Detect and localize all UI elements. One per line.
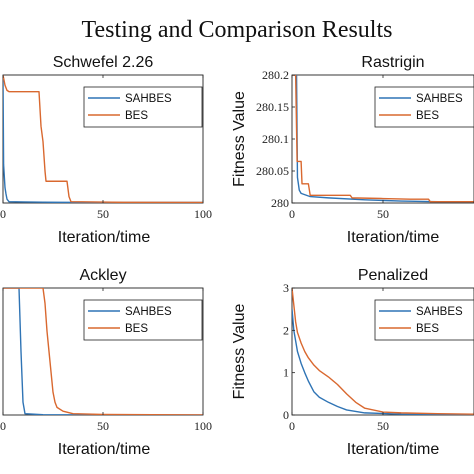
chart-panel-1: 0 50 100 Schwefel 2.26 Iteration/time SAHBES B… [0, 54, 212, 246]
legend-label-sahbes: SAHBES [125, 306, 172, 318]
chart-panel-2: 0 50 280 280.05 280.1 280.15 280.2 Rastrigin Ite… [231, 54, 474, 246]
x-axis-label: Iteration/time [58, 229, 151, 246]
y-tick-label: 3 [283, 281, 289, 295]
x-axis-label: Iteration/time [347, 229, 440, 246]
series-line-bes [292, 288, 474, 415]
y-tick-label: 0 [283, 408, 289, 422]
panel-title: Ackley [79, 267, 126, 284]
legend: SAHBES BES [374, 299, 474, 341]
y-tick-label: 280 [271, 196, 289, 210]
legend-label-sahbes: SAHBES [125, 93, 172, 105]
legend-label-sahbes: SAHBES [416, 93, 463, 105]
x-tick-label: 0 [289, 207, 295, 221]
series-line-bes [292, 75, 474, 203]
y-tick-label: 280.1 [262, 132, 289, 146]
panel-title: Penalized [358, 267, 428, 284]
series-line-bes [3, 288, 203, 415]
x-axis-label: Iteration/time [347, 441, 440, 458]
legend-label-bes: BES [416, 110, 439, 122]
legend-box [374, 299, 474, 341]
y-tick-label: 280.2 [262, 68, 289, 82]
y-axis-label: Fitness Value [231, 91, 248, 187]
x-tick-label: 0 [0, 207, 6, 221]
chart-panel-4: 0 50 0 1 2 3 Penalized Iteration/time Fitness Va… [231, 267, 474, 458]
legend: SAHBES BES [83, 299, 203, 341]
legend: SAHBES BES [83, 86, 203, 128]
legend-label-bes: BES [125, 110, 148, 122]
legend-label-sahbes: SAHBES [416, 306, 463, 318]
legend-label-bes: BES [416, 323, 439, 335]
figure-title: Testing and Comparison Results [82, 17, 393, 43]
y-tick-label: 2 [283, 323, 289, 337]
y-axis-label: Fitness Value [231, 304, 248, 400]
chart-panel-3: 0 50 100 Ackley Iteration/time SAHBES BES [0, 267, 212, 458]
panel-title: Rastrigin [361, 54, 424, 71]
x-axis-label: Iteration/time [58, 441, 151, 458]
legend-box [83, 299, 203, 341]
series-line-bes [3, 75, 203, 203]
y-tick-label: 1 [283, 366, 289, 380]
y-tick-label: 280.15 [256, 100, 289, 114]
x-tick-label: 50 [377, 207, 389, 221]
x-tick-label: 0 [0, 419, 6, 433]
legend-box [83, 86, 203, 128]
legend: SAHBES BES [374, 86, 474, 128]
x-tick-label: 50 [97, 207, 109, 221]
x-tick-label: 0 [289, 419, 295, 433]
x-tick-label: 50 [97, 419, 109, 433]
panel-title: Schwefel 2.26 [53, 54, 154, 71]
x-tick-label: 50 [377, 419, 389, 433]
legend-label-bes: BES [125, 323, 148, 335]
x-tick-label: 100 [194, 207, 212, 221]
x-tick-label: 100 [194, 419, 212, 433]
series-line-sahbes [3, 288, 203, 415]
y-tick-label: 280.05 [256, 164, 289, 178]
legend-box [374, 86, 474, 128]
series-line-sahbes [292, 309, 474, 415]
